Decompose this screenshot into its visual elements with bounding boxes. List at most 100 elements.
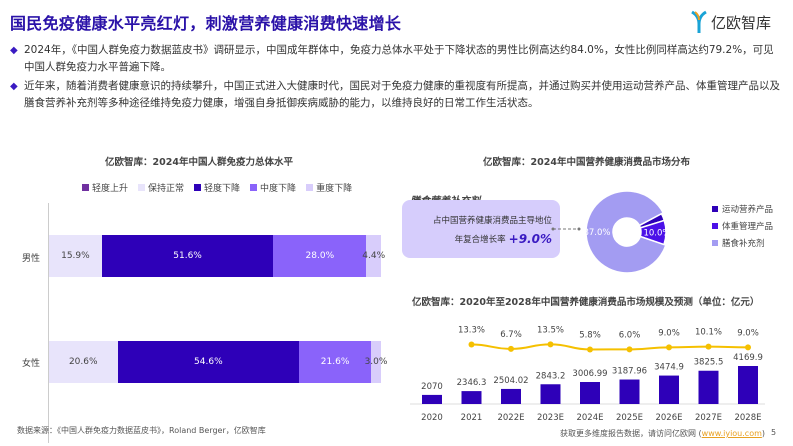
bar-label: 2504.02	[493, 376, 528, 386]
bar-segment: 28.0%	[273, 235, 367, 277]
page-title: 国民免疫健康水平亮红灯，刺激营养健康消费快速增长	[10, 14, 402, 33]
bullet-1: ◆ 2024年，《中国人群免疫力数据蓝皮书》调研显示，中国成年群体中，免疫力总体水…	[10, 42, 780, 76]
growth-line	[471, 343, 749, 351]
chart1-title: 亿欧智库：2024年中国人群免疫力总体水平	[105, 157, 293, 168]
bar-segment: 4.4%	[362, 235, 385, 277]
growth-label: 5.8%	[579, 330, 601, 340]
data-label: 15.9%	[61, 251, 90, 261]
page-number: 5	[771, 428, 777, 437]
legend-swatch	[194, 184, 202, 191]
bullet-text: 近年来，随着消费者健康意识的持续攀升，中国正式进入大健康时代，国民对于免疫力健康…	[24, 80, 780, 109]
chart3-title: 亿欧智库：2020年至2028年中国营养健康消费品市场规模及预测（单位：亿元）	[412, 297, 760, 308]
data-label: 20.6%	[68, 357, 98, 367]
footer-more: 获取更多维度报告数据，请访问亿欧网 (www.iyiou.com)	[560, 428, 765, 439]
growth-point	[705, 343, 712, 350]
x-tick-label: 2026E	[655, 413, 682, 423]
growth-point	[666, 344, 672, 351]
data-label: 28.0%	[305, 251, 335, 261]
legend-label: 重度下降	[316, 184, 353, 194]
bar-segment: 21.6%	[299, 341, 371, 383]
growth-label: 9.0%	[658, 328, 680, 338]
bar	[580, 382, 600, 404]
legend-label: 膳食补充剂	[722, 238, 765, 249]
legend-label: 运动营养产品	[722, 204, 773, 215]
bar-female: 20.6% 54.6% 21.6% 3.0%	[49, 341, 387, 383]
callout-line2: 年复合增长率 +9.0%	[455, 232, 552, 246]
chart2-title: 亿欧智库：2024年中国营养健康消费品市场分布	[483, 157, 690, 168]
bar	[738, 366, 758, 404]
legend-item: 重度下降	[306, 181, 352, 194]
pie-slice	[585, 190, 667, 274]
legend-swatch	[712, 240, 718, 246]
bar-label: 3006.99	[572, 369, 607, 379]
legend-swatch	[306, 184, 314, 191]
x-tick-label: 2020	[421, 413, 443, 423]
category-label: 女性	[22, 359, 41, 369]
callout-box: 占中国营养健康消费品主导地位 年复合增长率 +9.0%	[402, 200, 560, 258]
bar-segment: 54.6%	[117, 341, 300, 383]
bar	[461, 391, 482, 404]
data-label: 54.6%	[194, 357, 223, 367]
data-label: 4.4%	[362, 251, 386, 261]
diamond-icon: ◆	[10, 81, 18, 92]
footer-text: )	[761, 429, 766, 438]
legend-swatch	[250, 184, 258, 191]
logo: 亿欧智库	[690, 10, 771, 34]
growth-label: 13.5%	[537, 325, 564, 335]
pie-label: 87.0%	[583, 228, 610, 238]
x-tick-label: 2022E	[497, 413, 524, 423]
data-label: 51.6%	[173, 251, 202, 261]
callout-cagr-label: 年复合增长率	[454, 235, 506, 245]
growth-label: 6.7%	[500, 330, 522, 340]
website-link[interactable]: www.iyiou.com	[701, 429, 762, 438]
growth-point	[626, 346, 633, 353]
bullet-2: ◆ 近年来，随着消费者健康意识的持续攀升，中国正式进入大健康时代，国民对于免疫力健…	[10, 78, 780, 112]
bar-label: 2346.3	[457, 378, 487, 388]
bar	[698, 370, 719, 404]
x-tick-label: 2021	[461, 413, 483, 423]
pie-label: 10.0%	[643, 228, 670, 238]
legend-swatch	[712, 206, 718, 212]
data-label: 3.0%	[364, 357, 388, 367]
x-tick-label: 2028E	[734, 413, 761, 423]
bar	[501, 388, 521, 404]
x-tick-label: 2025E	[616, 413, 643, 423]
x-tick-label: 2027E	[695, 413, 722, 423]
legend-item: 轻度上升	[82, 181, 128, 194]
bar-segment: 51.6%	[101, 235, 274, 277]
logo-icon	[691, 10, 707, 33]
growth-point	[587, 346, 593, 353]
bar	[619, 379, 640, 404]
bar-label: 4169.9	[733, 353, 763, 363]
callout-cagr-value: +9.0%	[508, 232, 552, 246]
legend-item: 中度下降	[250, 181, 296, 194]
x-tick-label: 2023E	[537, 413, 564, 423]
bar-label: 3825.5	[694, 358, 724, 368]
bar-label: 3474.9	[654, 363, 684, 373]
diamond-icon: ◆	[10, 45, 18, 56]
connector-line	[551, 227, 581, 231]
data-label: 21.6%	[320, 357, 350, 367]
legend-label: 体重管理产品	[722, 221, 773, 232]
bar-label: 2843.2	[536, 371, 566, 381]
bar-segment: 3.0%	[365, 341, 387, 383]
growth-point	[468, 341, 475, 348]
growth-point	[547, 341, 554, 348]
growth-label: 6.0%	[619, 330, 641, 340]
source-note: 数据来源：《中国人群免疫力数据蓝皮书》，Roland Berger，亿欧智库	[17, 426, 266, 435]
growth-label: 10.1%	[695, 328, 722, 338]
legend-item: 轻度下降	[194, 181, 240, 194]
bar-label: 2070	[421, 382, 443, 392]
combo-chart: 2070 2020 2346.3 2021 13.3% 2504.02 2022E 6.7% 2…	[410, 325, 765, 423]
bar	[659, 375, 679, 404]
legend-swatch	[138, 184, 146, 191]
growth-point	[508, 345, 514, 352]
bullet-text: 2024年，《中国人群免疫力数据蓝皮书》调研显示，中国成年群体中，免疫力总体水平…	[24, 44, 774, 73]
category-label: 男性	[22, 254, 41, 264]
legend-swatch	[82, 184, 89, 191]
footer-text: 获取更多维度报告数据，请访问亿欧网 (	[560, 429, 702, 438]
legend-label: 中度下降	[260, 184, 297, 194]
chart1-legend: 轻度上升 保持正常 轻度下降 中度下降 重度下降	[82, 181, 352, 194]
growth-point	[745, 344, 751, 351]
